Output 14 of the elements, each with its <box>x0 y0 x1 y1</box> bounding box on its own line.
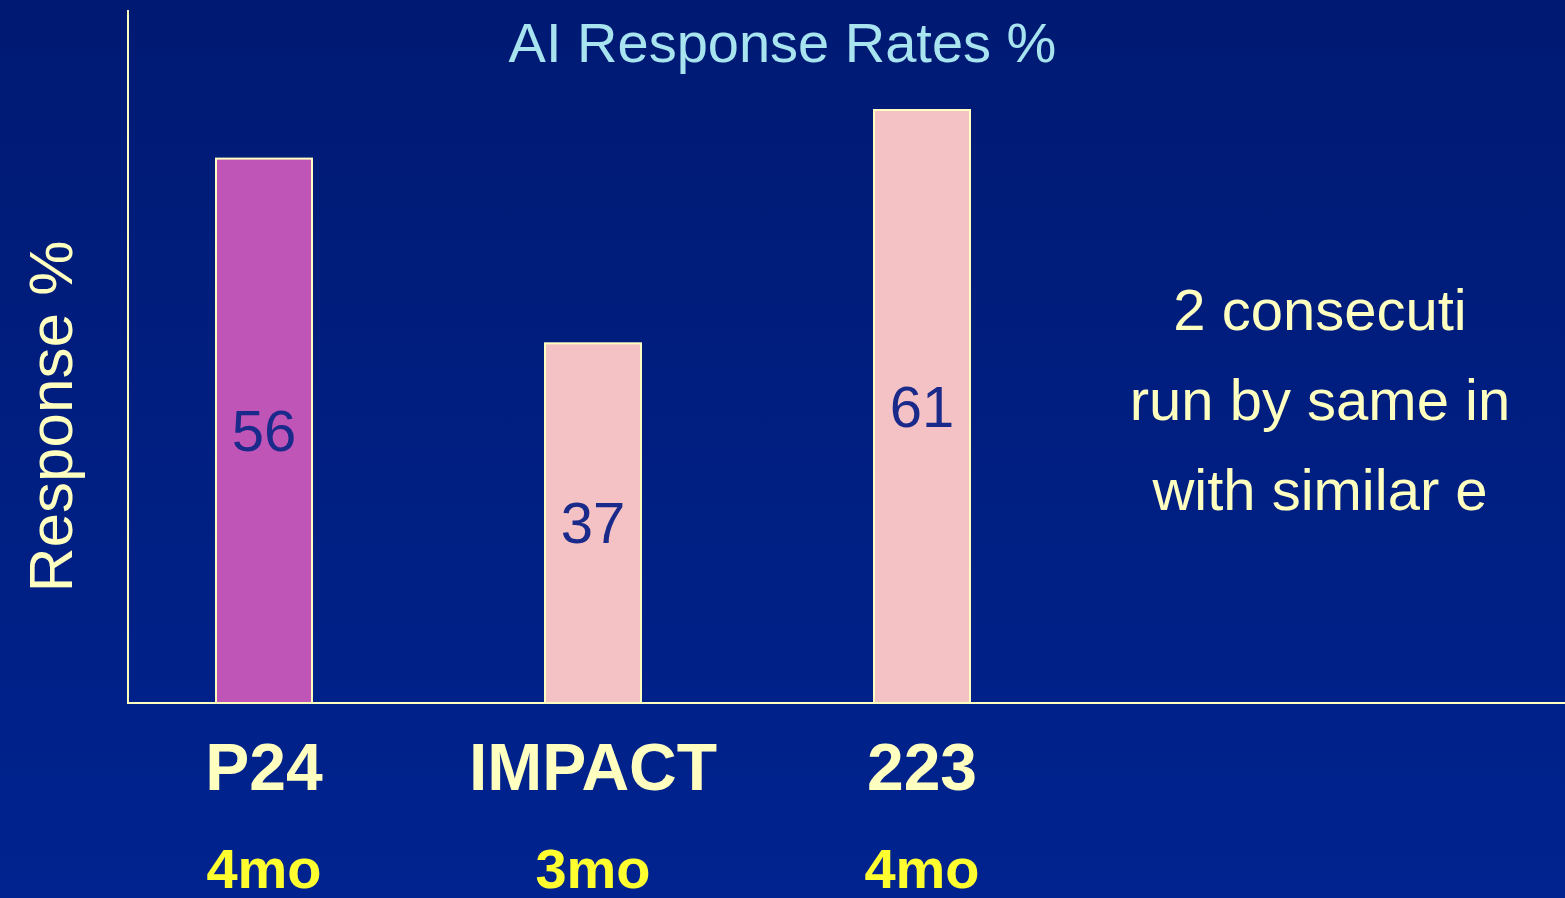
text: 4mo <box>206 837 322 898</box>
data-label: 56 <box>231 397 297 463</box>
chart-title: AI Response Rates % <box>508 11 1057 74</box>
x-tick-label: 223 <box>866 730 978 804</box>
x-tick-label: P24 <box>205 730 324 804</box>
y-axis-title: Response % <box>16 240 85 593</box>
text: 3mo <box>535 837 651 898</box>
text: 4mo <box>864 837 980 898</box>
text: 2 consecuti <box>1173 277 1467 342</box>
text: run by same in <box>1129 367 1511 432</box>
text: with similar e <box>1151 457 1488 522</box>
x-tick-label: IMPACT <box>468 730 718 804</box>
data-label: 37 <box>560 490 626 556</box>
data-label: 61 <box>889 373 955 439</box>
